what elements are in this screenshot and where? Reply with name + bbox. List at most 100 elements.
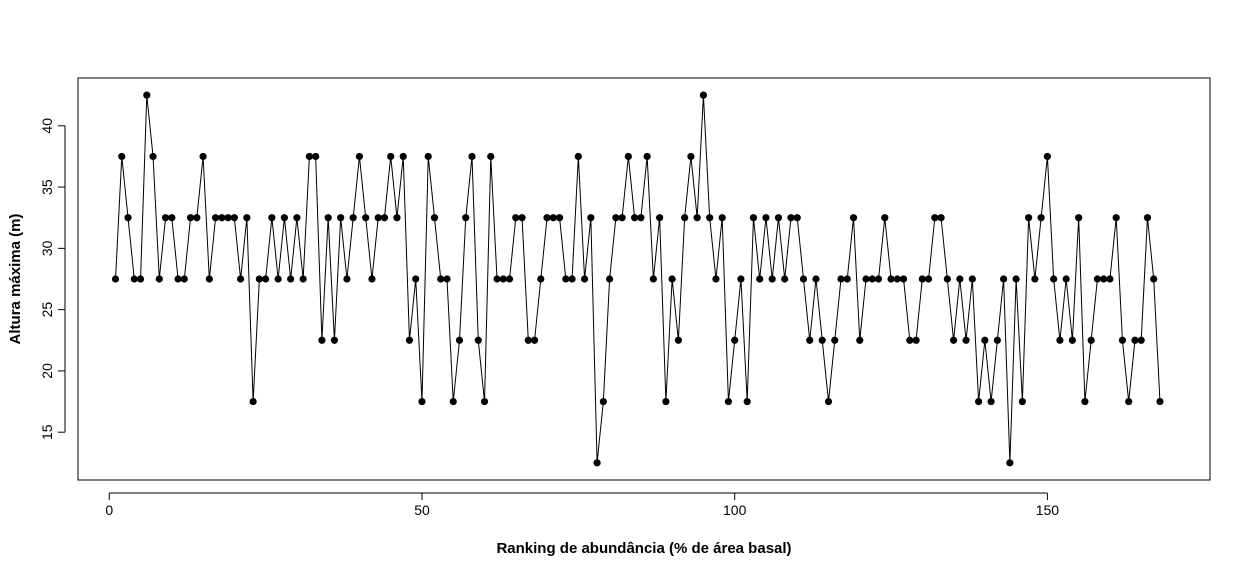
data-point <box>118 152 126 161</box>
data-point <box>230 214 238 222</box>
data-point <box>862 275 870 283</box>
data-points <box>111 91 1164 467</box>
data-point <box>1031 275 1039 283</box>
data-point <box>849 214 858 222</box>
data-point <box>806 336 814 344</box>
data-point <box>593 459 601 467</box>
data-point <box>1150 275 1158 283</box>
data-point <box>393 214 401 222</box>
x-axis-title: Ranking de abundância (% de área basal) <box>496 540 791 557</box>
data-point <box>731 336 739 344</box>
data-point <box>136 275 145 283</box>
data-point <box>524 336 532 344</box>
data-point <box>699 91 708 99</box>
data-point <box>455 336 464 344</box>
data-point <box>1106 275 1114 283</box>
data-point <box>693 214 701 222</box>
data-point <box>205 275 213 283</box>
data-point <box>149 152 157 161</box>
data-point <box>549 214 557 222</box>
data-point <box>318 336 326 344</box>
data-point <box>887 275 895 283</box>
data-point <box>437 275 445 283</box>
data-point <box>937 214 945 222</box>
data-point <box>174 275 182 283</box>
data-point <box>1012 275 1020 283</box>
data-point <box>1118 336 1127 344</box>
data-point <box>812 275 820 283</box>
data-point <box>687 152 695 161</box>
data-point <box>243 214 251 222</box>
data-point <box>618 214 626 222</box>
data-point <box>349 214 357 222</box>
data-point <box>674 336 683 344</box>
data-point <box>962 336 970 344</box>
x-tick-label: 50 <box>414 502 430 518</box>
data-point <box>587 214 595 222</box>
data-point <box>143 91 151 99</box>
data-point <box>355 152 364 161</box>
data-point <box>824 397 833 406</box>
y-tick-label: 25 <box>39 302 55 318</box>
data-point <box>649 275 657 283</box>
data-point <box>643 152 651 161</box>
data-point <box>874 275 883 283</box>
data-point <box>949 336 958 344</box>
data-point <box>899 275 908 283</box>
data-point <box>749 214 758 222</box>
data-point <box>280 214 288 222</box>
data-point <box>918 275 926 283</box>
data-point <box>568 275 576 283</box>
y-tick-label: 35 <box>39 179 55 195</box>
data-point <box>180 275 188 283</box>
data-point <box>1156 397 1164 406</box>
data-point <box>293 214 301 222</box>
data-point <box>305 152 313 161</box>
data-point <box>868 275 876 283</box>
data-point <box>612 214 620 222</box>
data-point <box>668 275 676 283</box>
y-tick-label: 20 <box>39 363 55 379</box>
data-point <box>537 275 545 283</box>
data-point <box>743 397 751 406</box>
data-point <box>193 214 201 222</box>
data-point <box>781 275 789 283</box>
y-tick-label: 15 <box>39 424 55 440</box>
data-point <box>324 214 332 222</box>
x-axis: 0 50 100 150 <box>105 492 1059 518</box>
data-point <box>637 214 645 222</box>
data-point <box>493 275 501 283</box>
data-point <box>237 275 245 283</box>
data-point <box>505 275 514 283</box>
data-point <box>893 275 901 283</box>
data-point <box>487 152 495 161</box>
data-point <box>449 397 457 406</box>
data-point <box>793 214 801 222</box>
y-tick-label: 30 <box>39 240 55 256</box>
data-point <box>412 275 420 283</box>
data-point <box>418 397 426 406</box>
data-point <box>474 336 482 344</box>
data-point <box>881 214 889 222</box>
data-point <box>656 214 664 222</box>
data-point <box>443 275 451 283</box>
data-point <box>981 336 989 344</box>
data-point <box>199 152 207 161</box>
data-point <box>843 275 851 283</box>
data-point <box>1025 214 1033 222</box>
data-point <box>968 275 976 283</box>
data-point <box>530 336 539 344</box>
data-point <box>1068 336 1077 344</box>
data-point <box>1143 214 1152 222</box>
data-point <box>1056 336 1064 344</box>
data-point <box>555 214 564 222</box>
data-point <box>737 275 745 283</box>
data-point <box>912 336 920 344</box>
data-point <box>712 275 720 283</box>
data-point <box>186 214 195 222</box>
data-point <box>787 214 795 222</box>
data-point <box>374 214 382 222</box>
data-point <box>606 275 614 283</box>
data-point <box>405 336 414 344</box>
